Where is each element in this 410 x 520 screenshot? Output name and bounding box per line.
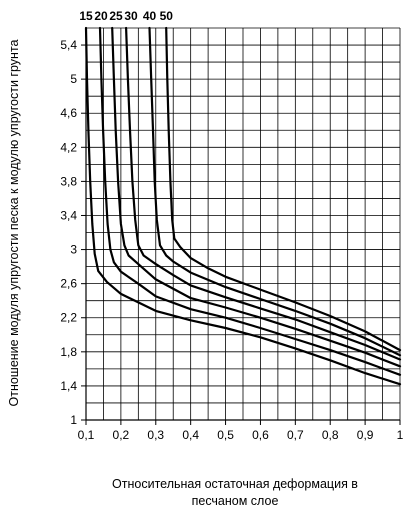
curve-50 [165, 26, 402, 352]
series-labels: 15 20 25 30 40 50 [79, 9, 173, 23]
x-tick-label: 0,5 [217, 428, 234, 442]
grid [85, 27, 401, 421]
y-tick-label: 5,4 [60, 38, 77, 52]
y-tick-label: 2,2 [60, 311, 77, 325]
y-tick-labels: 1 1,4 1,8 2,2 2,6 3 3,4 3,8 4,2 4,6 5 5,4 [60, 38, 86, 427]
curve-30 [125, 26, 402, 361]
y-tick-label: 1,8 [60, 345, 77, 359]
y-tick-label: 1,4 [60, 379, 77, 393]
x-tick-label: 0,2 [113, 428, 130, 442]
x-tick-label: 0,6 [252, 428, 269, 442]
series-label-40: 40 [143, 9, 157, 23]
x-tick-label: 0,9 [357, 428, 374, 442]
x-tick-labels: 0,1 0,2 0,3 0,4 0,5 0,6 0,7 0,8 0,9 1 [78, 420, 404, 442]
series-label-30: 30 [124, 9, 138, 23]
y-tick-label: 4,2 [60, 140, 77, 154]
curve-25 [111, 26, 402, 368]
x-tick-label: 0,3 [147, 428, 164, 442]
x-axis-label-line1: Относительная остаточная деформация в [112, 477, 358, 491]
x-tick-label: 0,1 [78, 428, 95, 442]
y-tick-label: 3 [70, 243, 77, 257]
y-tick-label: 1 [70, 413, 77, 427]
y-tick-label: 5 [70, 72, 77, 86]
series-label-50: 50 [160, 9, 174, 23]
y-tick-label: 3,8 [60, 174, 77, 188]
series-label-15: 15 [79, 9, 93, 23]
curve-40 [148, 26, 402, 357]
series-label-25: 25 [109, 9, 123, 23]
y-tick-label: 3,4 [60, 208, 77, 222]
y-axis-label: Отношение модуля упругости песка к модул… [7, 39, 21, 407]
x-tick-label: 0,7 [287, 428, 304, 442]
series-label-20: 20 [94, 9, 108, 23]
x-tick-label: 0,4 [182, 428, 199, 442]
y-tick-label: 2,6 [60, 277, 77, 291]
x-axis-label-line2: песчаном слое [191, 494, 279, 508]
curves [84, 26, 402, 386]
x-tick-label: 0,8 [322, 428, 339, 442]
x-axis-label: Относительная остаточная деформация в пе… [60, 476, 410, 510]
curve-15 [84, 26, 402, 386]
y-tick-label: 4,6 [60, 106, 77, 120]
x-tick-label: 1 [397, 428, 404, 442]
curve-20 [98, 26, 402, 376]
